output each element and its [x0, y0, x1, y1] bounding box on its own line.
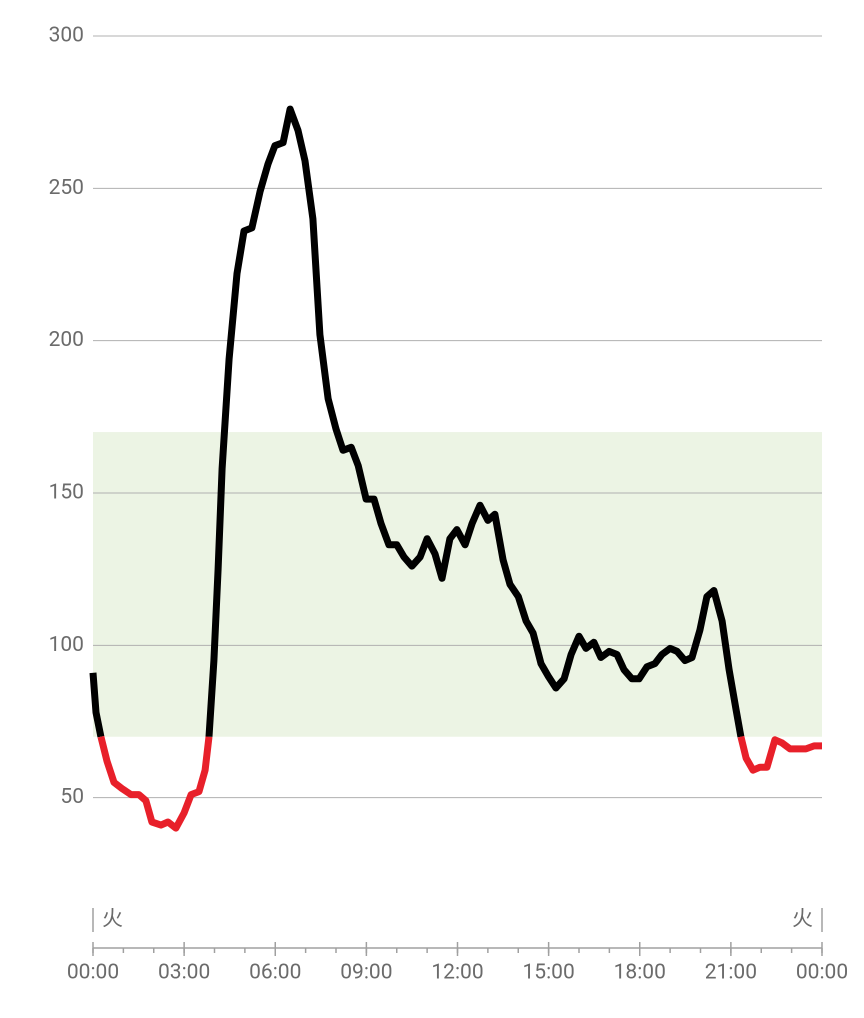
x-tick-label: 00:00 [796, 961, 848, 985]
glucose-line [205, 105, 745, 738]
low-line [737, 735, 822, 774]
x-tick-label: 12:00 [431, 961, 483, 985]
low-line [97, 735, 213, 832]
x-tick-label: 03:00 [158, 961, 210, 985]
x-tick-label: 09:00 [340, 961, 392, 985]
y-tick-label: 100 [49, 633, 84, 657]
y-tick-label: 200 [49, 328, 84, 352]
y-tick-label: 250 [49, 176, 84, 200]
y-tick-label: 50 [60, 785, 84, 809]
x-tick-label: 00:00 [67, 961, 119, 985]
glucose-line [89, 672, 105, 738]
day-label: 火 [792, 908, 813, 932]
x-tick-label: 06:00 [249, 961, 301, 985]
y-tick-label: 300 [49, 24, 84, 48]
x-tick-label: 18:00 [614, 961, 666, 985]
target-range [93, 432, 822, 737]
y-tick-label: 150 [49, 481, 84, 505]
day-label: 火 [102, 908, 123, 932]
x-tick-label: 21:00 [705, 961, 757, 985]
x-tick-label: 15:00 [522, 961, 574, 985]
